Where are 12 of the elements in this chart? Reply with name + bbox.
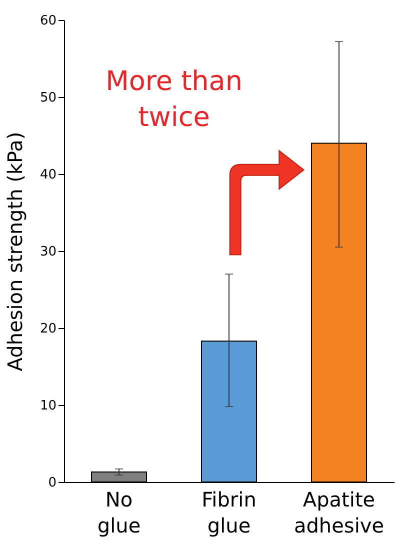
y-axis-title: Adhesion strength (kPa) bbox=[2, 132, 27, 372]
y-tick-label: 50 bbox=[40, 90, 56, 106]
x-tick-label: No glue bbox=[97, 488, 141, 538]
y-tick-label: 0 bbox=[48, 476, 56, 490]
y-tick-label: 20 bbox=[40, 322, 56, 336]
y-tick-label: 10 bbox=[40, 398, 56, 414]
y-tick-label: 60 bbox=[40, 14, 56, 28]
annotation: More than twice bbox=[106, 66, 242, 133]
y-tick-label: 30 bbox=[40, 244, 56, 260]
x-tick-label: Apatite adhesive bbox=[294, 488, 384, 538]
x-tick-label: Fibrin glue bbox=[202, 488, 256, 538]
y-tick-label: 40 bbox=[40, 168, 56, 182]
